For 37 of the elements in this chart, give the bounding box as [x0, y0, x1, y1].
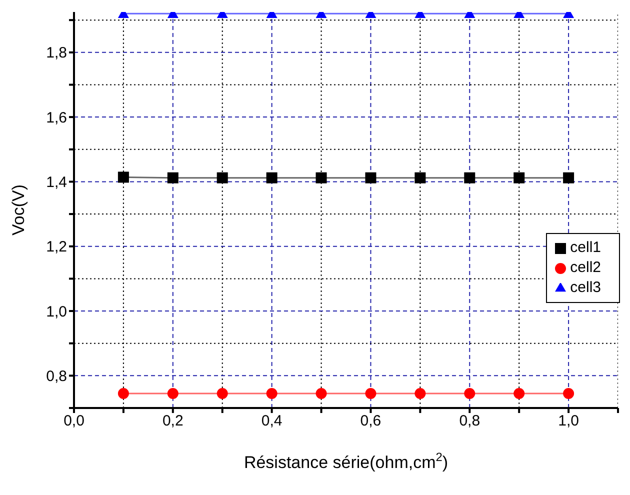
y-tick-label: 1,4	[46, 174, 67, 192]
point	[414, 388, 426, 399]
x-tick-label: 0,0	[64, 412, 84, 430]
point	[563, 388, 574, 399]
point	[316, 172, 327, 184]
legend-label: cell1	[570, 239, 601, 256]
y-tick-label: 1,6	[46, 109, 67, 126]
point	[266, 172, 278, 184]
point	[365, 388, 376, 399]
point	[414, 172, 426, 184]
point	[167, 172, 178, 184]
x-axis-title: Résistance série(ohm,cm$^{2}$)	[244, 450, 448, 472]
point	[365, 172, 376, 184]
y-tick-label: 1,2	[46, 238, 67, 256]
x-tick-label: 1,0	[558, 412, 579, 430]
x-tick-label: 0,8	[459, 412, 480, 430]
legend-label: cell3	[570, 279, 601, 296]
point	[316, 388, 327, 399]
point	[266, 388, 278, 399]
point	[167, 388, 178, 399]
point	[216, 388, 228, 399]
point	[563, 172, 574, 184]
y-tick-label: 1,8	[46, 44, 67, 62]
x-tick-label: 0,2	[162, 412, 184, 430]
legend-label: cell2	[570, 259, 601, 276]
y-axis-title: Voc(V)	[9, 184, 28, 236]
point	[118, 172, 129, 183]
x-tick-label: 0,6	[360, 412, 382, 430]
x-tick-label: 0,4	[261, 412, 282, 430]
point	[464, 388, 476, 399]
y-tick-label: 0,8	[46, 368, 67, 385]
point	[118, 388, 129, 399]
point	[216, 172, 228, 184]
point	[514, 388, 525, 399]
point	[514, 172, 525, 184]
point	[464, 172, 476, 184]
y-tick-label: 1,0	[46, 303, 67, 320]
